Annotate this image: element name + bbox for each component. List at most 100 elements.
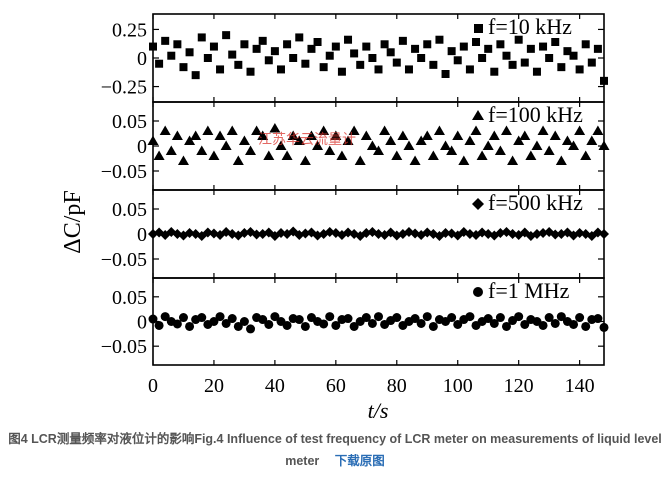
x-tick-label: 60 bbox=[326, 375, 346, 397]
data-point bbox=[350, 49, 359, 58]
data-point bbox=[433, 125, 445, 135]
data-point bbox=[513, 135, 525, 145]
y-tick-label: 0 bbox=[137, 48, 147, 70]
data-point bbox=[324, 145, 336, 155]
x-tick-label: 120 bbox=[504, 375, 534, 397]
data-point bbox=[410, 314, 420, 324]
data-point bbox=[226, 125, 238, 135]
data-point bbox=[569, 319, 579, 329]
data-point bbox=[482, 140, 494, 150]
data-point bbox=[599, 229, 609, 239]
data-point bbox=[228, 50, 237, 59]
data-point bbox=[446, 145, 458, 155]
data-point bbox=[458, 155, 470, 165]
data-point bbox=[555, 155, 567, 165]
download-original-link[interactable]: 下载原图 bbox=[334, 454, 385, 468]
y-tick-label: −0.25 bbox=[101, 77, 147, 99]
y-tick-label: −0.05 bbox=[101, 161, 147, 183]
data-point bbox=[440, 140, 452, 150]
data-point bbox=[397, 130, 409, 140]
data-point bbox=[551, 38, 560, 46]
data-point bbox=[234, 60, 243, 69]
data-point bbox=[197, 33, 206, 42]
legend-label: f=100 kHz bbox=[488, 102, 583, 127]
data-point bbox=[411, 44, 420, 53]
data-point bbox=[380, 40, 389, 49]
data-point bbox=[171, 130, 183, 140]
data-point bbox=[587, 58, 596, 67]
data-point bbox=[398, 36, 407, 45]
data-point bbox=[318, 125, 330, 135]
data-point bbox=[488, 130, 500, 140]
data-point bbox=[330, 130, 342, 140]
legend-marker-circle bbox=[473, 287, 483, 297]
data-point bbox=[270, 312, 280, 322]
data-point bbox=[178, 313, 188, 323]
data-point bbox=[289, 54, 298, 62]
data-point bbox=[299, 155, 311, 165]
data-point bbox=[531, 140, 543, 150]
data-point bbox=[300, 321, 310, 331]
data-point bbox=[593, 314, 603, 324]
data-point bbox=[476, 150, 488, 160]
y-tick-label: 0.25 bbox=[112, 19, 147, 41]
data-point bbox=[222, 31, 231, 40]
data-point bbox=[343, 314, 353, 324]
watermark: 江苏华云流量计 bbox=[258, 132, 356, 148]
data-point bbox=[354, 155, 366, 165]
data-point bbox=[282, 320, 292, 330]
data-point bbox=[360, 130, 372, 140]
data-point bbox=[281, 150, 293, 160]
legend-label: f=500 kHz bbox=[488, 190, 583, 215]
legend-marker-square bbox=[474, 24, 483, 33]
data-point bbox=[489, 318, 499, 328]
data-point bbox=[307, 44, 316, 53]
data-point bbox=[221, 318, 231, 328]
data-point bbox=[208, 150, 220, 160]
y-tick-label: −0.05 bbox=[101, 249, 147, 271]
data-point bbox=[185, 321, 195, 331]
data-point bbox=[421, 130, 433, 140]
y-tick-label: 0 bbox=[137, 312, 147, 334]
x-tick-label: 140 bbox=[565, 375, 595, 397]
caption-text: 图4 LCR测量频率对液位计的影响Fig.4 Influence of test… bbox=[8, 432, 662, 468]
legend-label: f=10 kHz bbox=[488, 14, 572, 39]
data-point bbox=[275, 228, 286, 238]
data-point bbox=[385, 135, 397, 145]
data-point bbox=[581, 321, 591, 331]
data-point bbox=[245, 145, 257, 155]
data-point bbox=[417, 54, 426, 62]
data-point bbox=[165, 145, 177, 155]
data-point bbox=[215, 312, 225, 322]
data-point bbox=[543, 145, 555, 155]
data-point bbox=[149, 42, 157, 51]
data-point bbox=[580, 150, 592, 160]
data-point bbox=[494, 145, 506, 155]
x-tick-label: 80 bbox=[387, 375, 407, 397]
data-point bbox=[599, 322, 609, 332]
data-point bbox=[374, 65, 383, 74]
data-point bbox=[465, 65, 474, 74]
data-point bbox=[544, 313, 554, 323]
data-point bbox=[435, 35, 444, 44]
data-point bbox=[190, 130, 202, 140]
data-point bbox=[575, 65, 584, 74]
panel-2: 0.05 0 −0.05 f=100 kHz bbox=[101, 101, 610, 191]
data-point bbox=[550, 229, 561, 240]
data-point bbox=[427, 150, 439, 160]
data-point bbox=[472, 38, 481, 46]
data-point bbox=[319, 319, 329, 329]
data-point bbox=[538, 228, 549, 238]
data-point bbox=[514, 312, 524, 322]
data-point bbox=[429, 60, 438, 69]
data-point bbox=[403, 140, 415, 150]
data-point bbox=[184, 135, 196, 145]
data-point bbox=[586, 135, 598, 145]
data-point bbox=[305, 130, 317, 140]
data-point bbox=[232, 155, 244, 165]
data-point bbox=[537, 125, 549, 135]
data-point bbox=[428, 321, 438, 331]
data-point bbox=[519, 130, 531, 140]
data-point bbox=[392, 313, 402, 323]
